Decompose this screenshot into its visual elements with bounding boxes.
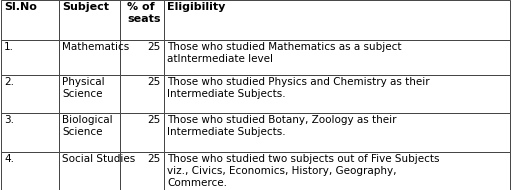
Text: Eligibility: Eligibility <box>167 2 225 12</box>
Text: Mathematics: Mathematics <box>62 42 129 52</box>
Text: Those who studied two subjects out of Five Subjects
viz., Civics, Economics, His: Those who studied two subjects out of Fi… <box>167 154 439 188</box>
Text: Social Studies: Social Studies <box>62 154 135 164</box>
Text: 4.: 4. <box>4 154 14 164</box>
Bar <box>164 152 510 190</box>
Text: 25: 25 <box>147 115 161 125</box>
Bar <box>164 40 510 75</box>
Text: % of
seats: % of seats <box>127 2 161 24</box>
Text: 25: 25 <box>147 154 161 164</box>
Text: 2.: 2. <box>4 77 14 87</box>
Bar <box>1 0 59 40</box>
Text: 1.: 1. <box>4 42 14 52</box>
Bar <box>120 152 164 190</box>
Text: Those who studied Botany, Zoology as their
Intermediate Subjects.: Those who studied Botany, Zoology as the… <box>167 115 396 137</box>
Bar <box>120 113 164 152</box>
Bar <box>164 113 510 152</box>
Text: Biological
Science: Biological Science <box>62 115 113 137</box>
Bar <box>1 152 59 190</box>
Bar <box>59 152 120 190</box>
Bar <box>59 75 120 113</box>
Text: 25: 25 <box>147 77 161 87</box>
Bar <box>59 40 120 75</box>
Bar <box>59 113 120 152</box>
Text: Subject: Subject <box>62 2 109 12</box>
Text: 3.: 3. <box>4 115 14 125</box>
Bar <box>164 0 510 40</box>
Bar <box>120 40 164 75</box>
Bar <box>120 0 164 40</box>
Bar <box>1 40 59 75</box>
Bar <box>59 0 120 40</box>
Text: Those who studied Mathematics as a subject
atIntermediate level: Those who studied Mathematics as a subje… <box>167 42 401 64</box>
Text: Sl.No: Sl.No <box>4 2 37 12</box>
Text: Physical
Science: Physical Science <box>62 77 104 99</box>
Text: Those who studied Physics and Chemistry as their
Intermediate Subjects.: Those who studied Physics and Chemistry … <box>167 77 430 99</box>
Bar <box>1 113 59 152</box>
Bar <box>1 75 59 113</box>
Bar <box>164 75 510 113</box>
Text: 25: 25 <box>147 42 161 52</box>
Bar <box>120 75 164 113</box>
